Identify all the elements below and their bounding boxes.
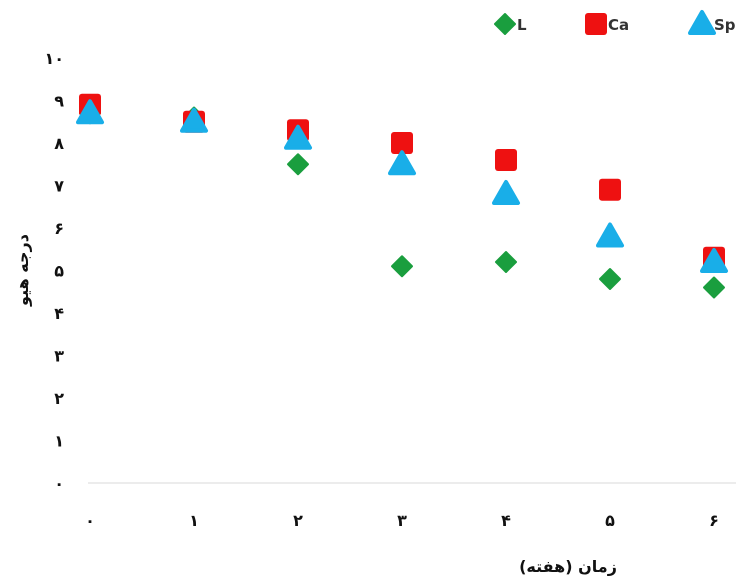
data-point-sp [388, 150, 416, 176]
data-point-l [495, 251, 517, 273]
y-tick-label: ۶ [54, 219, 64, 238]
legend-label-ca: Ca [608, 16, 629, 34]
data-point-l [391, 255, 413, 278]
y-tick-label: ۸ [54, 134, 64, 153]
legend-marker-ca [585, 13, 607, 35]
y-tick-label: ۱ [54, 432, 64, 451]
x-tick-labels: ۰ ۱ ۲ ۳ ۴ ۵ ۶ [85, 511, 719, 530]
x-axis-title: زمان (هفته) [519, 557, 617, 576]
data-point-sp [284, 124, 312, 150]
y-axis-title: درجه هیو [13, 234, 32, 307]
data-point-sp [596, 222, 624, 248]
data-point-l [599, 268, 621, 290]
legend-marker-sp [688, 10, 716, 35]
data-point-ca [391, 132, 413, 154]
legend: L Ca Sp [494, 10, 736, 35]
legend-marker-l [494, 13, 516, 35]
data-point-l [703, 276, 725, 299]
data-point-sp [492, 180, 520, 205]
x-tick-label: ۱ [189, 511, 199, 530]
data-point-sp [700, 248, 728, 273]
legend-label-sp: Sp [714, 16, 736, 34]
y-tick-label: ۷ [54, 177, 64, 196]
y-tick-label: ۹ [54, 92, 64, 111]
x-tick-label: ۰ [85, 511, 95, 530]
x-tick-label: ۴ [501, 511, 511, 530]
x-tick-label: ۵ [605, 511, 615, 530]
y-tick-label: ۵ [54, 262, 64, 281]
data-point-ca [599, 178, 621, 201]
legend-label-l: L [517, 16, 527, 34]
data-point-ca [495, 149, 517, 171]
y-tick-labels: ۰ ۱ ۲ ۳ ۴ ۵ ۶ ۷ ۸ ۹ ۱۰ [44, 49, 64, 493]
y-tick-label: ۱۰ [44, 49, 64, 68]
x-tick-label: ۳ [397, 511, 407, 530]
data-point-sp [180, 107, 208, 133]
x-tick-label: ۲ [293, 511, 303, 530]
data-point-sp [76, 99, 104, 125]
y-tick-label: ۳ [54, 347, 64, 366]
data-point-l [287, 153, 309, 176]
data-points [76, 93, 728, 299]
y-tick-label: ۰ [54, 474, 64, 493]
y-tick-label: ۲ [54, 389, 64, 408]
x-tick-label: ۶ [709, 511, 719, 530]
y-tick-label: ۴ [54, 304, 64, 323]
